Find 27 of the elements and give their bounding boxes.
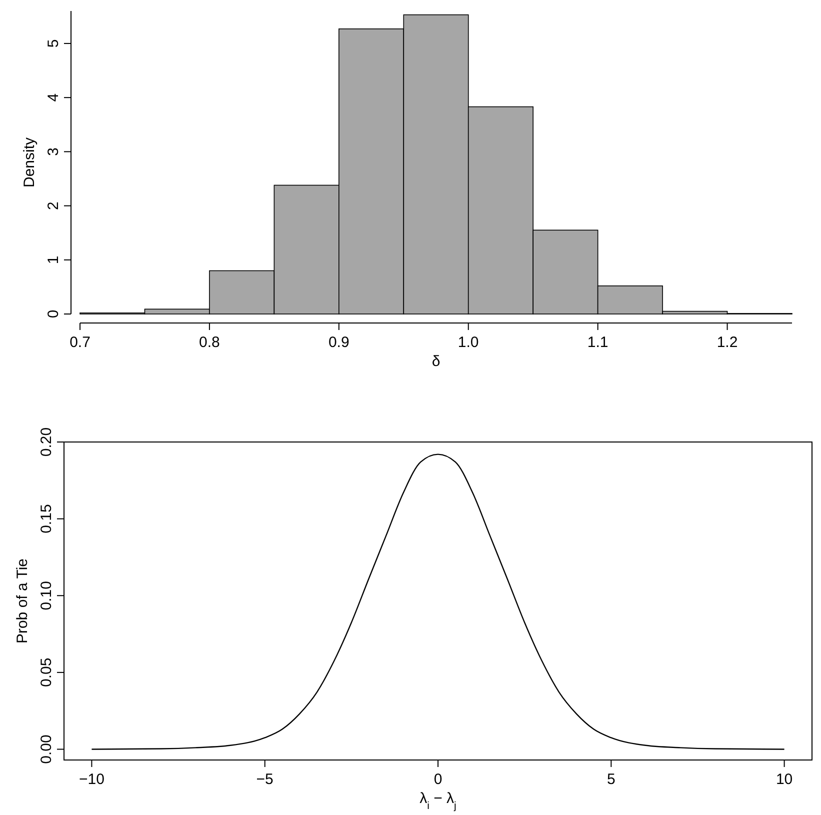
y-tick-label: 0.20 bbox=[38, 427, 55, 457]
y-tick-label: 0.10 bbox=[38, 581, 55, 610]
x-tick-label: 0.8 bbox=[199, 334, 220, 351]
y-tick-label: 0.00 bbox=[38, 734, 55, 764]
y-tick-label: 3 bbox=[45, 148, 62, 156]
x-tick-label: 5 bbox=[606, 771, 616, 788]
x-axis-title: λ$_{i}$ − λ$_{j}$ bbox=[420, 790, 456, 812]
y-tick-label: 0.15 bbox=[38, 504, 55, 534]
y-axis-title: Prob of a Tie bbox=[14, 558, 31, 644]
x-tick-label: 0 bbox=[434, 771, 442, 788]
y-tick-label: 0.05 bbox=[38, 658, 55, 688]
x-tick-label: 0.9 bbox=[328, 334, 350, 351]
x-tick-label: 0.7 bbox=[70, 334, 90, 351]
x-tick-label: 1.2 bbox=[716, 334, 738, 351]
x-tick-label: 1.1 bbox=[587, 334, 608, 351]
y-axis-title: Density bbox=[21, 137, 38, 188]
y-tick-label: 0 bbox=[45, 310, 62, 318]
y-tick-label: 2 bbox=[45, 202, 62, 210]
x-tick-label: 1.0 bbox=[458, 334, 479, 351]
line-series bbox=[91, 454, 785, 750]
y-tick-label: 1 bbox=[45, 256, 62, 264]
x-axis-title: δ bbox=[432, 353, 440, 370]
x-tick-label: −10 bbox=[78, 771, 104, 788]
y-tick-label: 5 bbox=[45, 39, 62, 48]
y-tick-label: 4 bbox=[45, 93, 62, 102]
x-tick-label: 10 bbox=[776, 771, 793, 788]
x-tick-label: −5 bbox=[256, 771, 274, 788]
